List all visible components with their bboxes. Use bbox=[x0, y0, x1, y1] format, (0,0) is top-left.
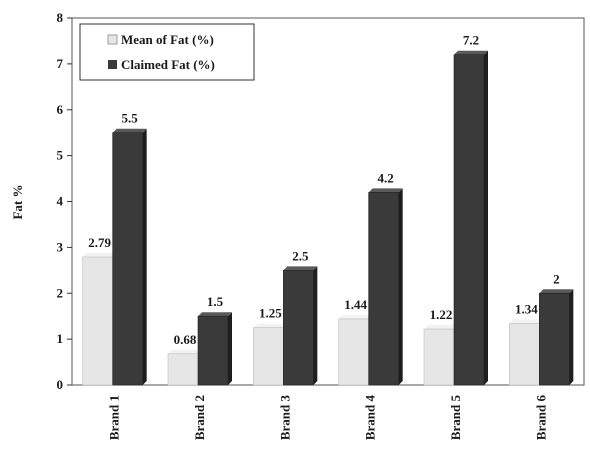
bar-side bbox=[398, 188, 403, 385]
bar-top bbox=[253, 323, 288, 328]
bar-mean-fat bbox=[167, 353, 199, 386]
bar-side bbox=[228, 312, 232, 385]
bar-claimed-fat bbox=[539, 292, 570, 386]
data-label-claimed-fat: 5.5 bbox=[122, 111, 139, 126]
y-tick-label: 2 bbox=[57, 285, 64, 300]
data-label-claimed-fat: 1.5 bbox=[207, 294, 224, 309]
bar-side bbox=[569, 289, 574, 385]
y-tick-label: 1 bbox=[57, 331, 64, 346]
legend-box bbox=[79, 23, 255, 81]
data-label-mean-fat: 0.68 bbox=[174, 332, 197, 347]
bar-claimed-fat bbox=[112, 132, 143, 386]
bar-top bbox=[82, 253, 117, 258]
bar-side bbox=[313, 266, 318, 385]
x-category-label: Brand 1 bbox=[107, 395, 122, 440]
bar-claimed-fat bbox=[283, 270, 314, 386]
bar-claimed-fat bbox=[368, 192, 399, 386]
y-tick-label: 0 bbox=[57, 377, 64, 392]
x-category-label: Brand 3 bbox=[277, 395, 292, 441]
bar-top bbox=[368, 188, 403, 193]
legend-label-claimed: Claimed Fat (%) bbox=[121, 57, 215, 72]
data-label-claimed-fat: 2 bbox=[553, 271, 560, 286]
bar-top bbox=[283, 266, 318, 271]
data-label-claimed-fat: 7.2 bbox=[463, 33, 479, 48]
bar-top bbox=[168, 349, 202, 354]
data-label-mean-fat: 1.22 bbox=[430, 307, 453, 322]
data-label-mean-fat: 1.34 bbox=[515, 302, 538, 317]
bar-mean-fat bbox=[509, 323, 540, 386]
y-tick-label: 6 bbox=[57, 102, 64, 117]
bar-side bbox=[484, 50, 488, 385]
bar-top bbox=[112, 128, 147, 133]
bar-claimed-fat bbox=[197, 315, 229, 386]
bar-mean-fat bbox=[423, 328, 455, 386]
x-category-label: Brand 6 bbox=[533, 395, 548, 441]
y-tick-label: 5 bbox=[57, 148, 64, 163]
bar-top bbox=[424, 325, 458, 330]
legend-label-mean: Mean of Fat (%) bbox=[121, 32, 214, 47]
bar-top bbox=[198, 312, 232, 317]
y-axis-title: Fat % bbox=[10, 184, 25, 219]
data-label-mean-fat: 1.44 bbox=[344, 297, 367, 312]
legend-swatch-claimed bbox=[108, 60, 117, 69]
bar-top bbox=[454, 50, 488, 55]
x-category-label: Brand 4 bbox=[363, 395, 378, 441]
legend-swatch-mean bbox=[107, 34, 118, 45]
x-category-label: Brand 2 bbox=[192, 395, 207, 440]
bar-claimed-fat bbox=[453, 54, 485, 386]
bar-mean-fat bbox=[338, 318, 369, 386]
bar-top bbox=[539, 289, 574, 294]
y-tick-label: 4 bbox=[57, 194, 64, 209]
y-tick-label: 7 bbox=[57, 56, 64, 71]
data-label-mean-fat: 1.25 bbox=[259, 306, 282, 321]
legend: Mean of Fat (%) Claimed Fat (%) bbox=[79, 23, 255, 81]
bar-side bbox=[142, 128, 147, 385]
y-tick-label: 8 bbox=[57, 10, 64, 25]
data-label-claimed-fat: 4.2 bbox=[378, 170, 394, 185]
x-category-label: Brand 5 bbox=[448, 395, 463, 441]
y-tick-label: 3 bbox=[57, 239, 64, 254]
data-label-claimed-fat: 2.5 bbox=[292, 248, 309, 263]
bar-mean-fat bbox=[253, 327, 284, 386]
bar-top bbox=[338, 314, 373, 319]
bar-mean-fat bbox=[82, 256, 113, 386]
bar-top bbox=[509, 319, 544, 324]
data-label-mean-fat: 2.79 bbox=[88, 235, 111, 250]
